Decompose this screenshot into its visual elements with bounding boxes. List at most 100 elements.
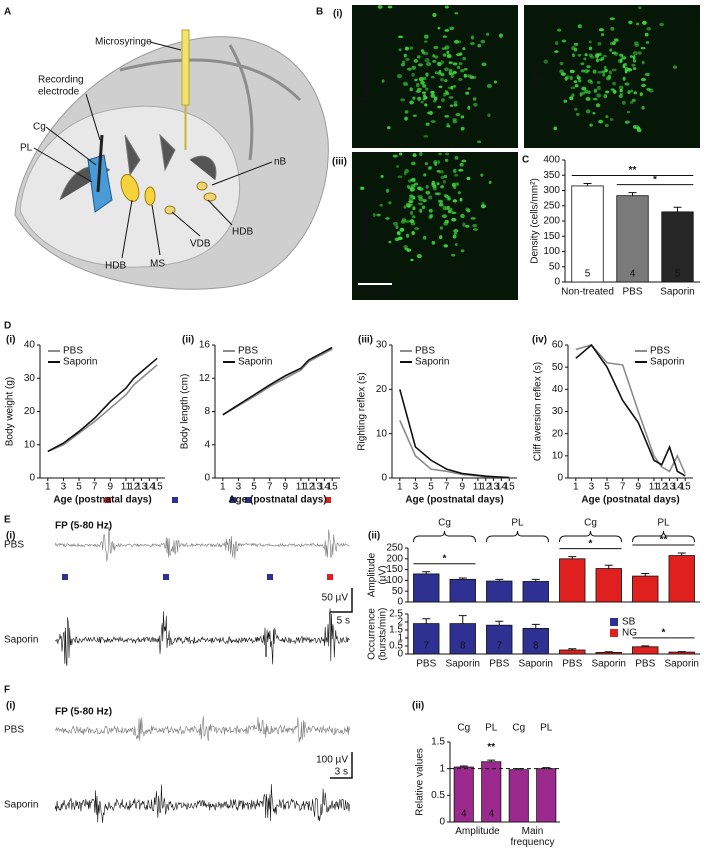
condition-label: PBS: [533, 66, 544, 87]
y-tick-label: 10: [24, 439, 36, 450]
y-tick-label: 50: [392, 586, 404, 597]
stained-cell: [441, 98, 445, 103]
x-tick-label: 9: [636, 482, 642, 493]
stained-cell: [486, 83, 492, 89]
stained-cell: [430, 120, 436, 123]
stained-cell: [646, 26, 652, 31]
error-bar: [673, 206, 682, 212]
leader-lines: [33, 41, 273, 259]
condition-label: Saporin: [361, 207, 372, 244]
injection-site: [203, 192, 217, 202]
stained-cell: [417, 96, 422, 101]
stained-cell: [385, 188, 390, 193]
y-tick-label: 10: [552, 450, 564, 461]
stained-cell: [410, 184, 416, 188]
stained-cell: [403, 53, 407, 58]
stained-cell: [433, 159, 438, 165]
stained-cell: [409, 194, 414, 198]
x-tick-label: Cg: [512, 723, 525, 734]
stained-cell: [592, 97, 598, 101]
y-tick-label: 20: [376, 384, 388, 395]
stained-cell: [436, 182, 440, 186]
y-tick-label: 40: [24, 340, 36, 351]
panel-label: C: [522, 155, 529, 166]
bar: [559, 558, 586, 603]
stained-cell: [408, 203, 413, 207]
stained-cell: [438, 85, 443, 89]
stained-cell: [619, 93, 624, 96]
stained-cell: [415, 90, 421, 93]
stained-cell: [445, 91, 450, 96]
stained-cell: [403, 205, 407, 209]
stained-cell: [584, 53, 588, 57]
stained-cell: [412, 206, 416, 211]
stained-cell: [608, 70, 612, 75]
sub-label: (iv): [532, 335, 547, 346]
stained-cell: [603, 65, 607, 70]
stained-cell: [602, 72, 606, 77]
stained-cell: [600, 33, 605, 36]
stained-cell: [641, 60, 645, 65]
group-label: Cg: [584, 518, 597, 529]
stained-cell: [439, 226, 443, 230]
event-marker: [327, 574, 333, 580]
error-bar: [487, 759, 496, 762]
legend-label: Saporin: [415, 357, 449, 368]
diagram-label: electrode: [38, 87, 80, 98]
stained-cell: [401, 218, 407, 222]
stained-cell: [405, 233, 410, 238]
filter-label: FP (5-80 Hz): [55, 707, 112, 718]
stained-cell: [412, 153, 417, 158]
bar: [522, 581, 549, 603]
bar: [522, 628, 549, 655]
x-tick-label: Non-treated: [561, 287, 614, 298]
sub-label: (i): [6, 531, 15, 542]
stained-cell: [432, 12, 437, 18]
stained-cell: [388, 201, 392, 205]
stained-cell: [596, 81, 601, 84]
condition-label: Non-treated: [361, 48, 372, 104]
leader: [149, 41, 182, 51]
scale-bar-label: 5 s: [337, 616, 350, 627]
brain-sulcus: [119, 44, 302, 161]
stained-cell: [592, 69, 597, 74]
stained-cell: [596, 93, 602, 98]
stained-cell: [581, 69, 586, 73]
stained-cell: [449, 207, 453, 212]
stained-cell: [429, 214, 434, 218]
x-tick-label: 12: [480, 482, 492, 493]
stained-cell: [659, 22, 665, 27]
stained-cell: [418, 63, 423, 67]
stained-cell: [423, 34, 429, 39]
stained-cell: [433, 45, 439, 50]
x-tick-label: 1: [573, 482, 579, 493]
stained-cell: [412, 196, 416, 200]
stained-cell: [452, 85, 457, 88]
condition-label: Saporin: [4, 635, 38, 646]
stained-cell: [442, 53, 447, 57]
stained-cell: [447, 86, 453, 90]
n-label: 4: [630, 269, 636, 280]
legend-label: Saporin: [650, 357, 684, 368]
stained-cell: [624, 67, 629, 71]
stained-cell: [392, 154, 398, 158]
x-axis-label: Age (postnatal days): [405, 495, 503, 506]
stained-cell: [473, 102, 478, 107]
y-axis-label: Cliff aversion reflex (s): [533, 362, 544, 461]
diagram-label: Microsyringe: [95, 37, 152, 48]
stained-cell: [443, 193, 448, 197]
stained-cell: [595, 103, 601, 108]
stained-cell: [571, 93, 575, 97]
condition-label: Saporin: [4, 800, 38, 811]
x-tick-label: Cg: [457, 723, 470, 734]
stained-cell: [424, 162, 429, 166]
y-tick-label: 100: [543, 246, 560, 257]
stained-cell: [398, 48, 402, 52]
event-marker: [267, 574, 273, 580]
stained-cell: [624, 120, 630, 124]
group-brace: [558, 530, 623, 543]
stained-cell: [385, 217, 390, 220]
x-tick-label: PBS: [635, 659, 655, 670]
